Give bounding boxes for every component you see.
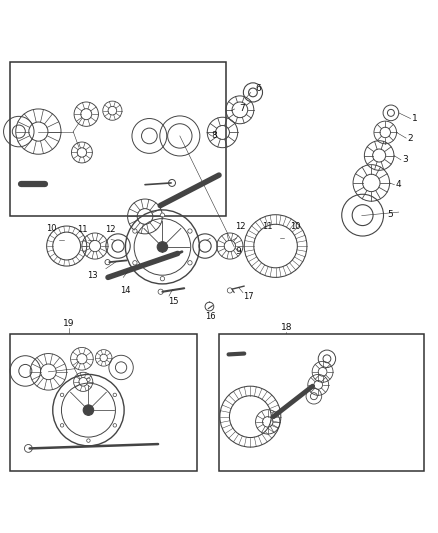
Circle shape: [133, 229, 137, 233]
Text: 10: 10: [46, 224, 57, 233]
Circle shape: [157, 241, 168, 252]
Text: 15: 15: [168, 297, 179, 306]
Circle shape: [87, 378, 90, 382]
Text: 1: 1: [412, 114, 418, 123]
Text: 16: 16: [205, 312, 215, 321]
Text: 9: 9: [236, 247, 241, 256]
Text: 4: 4: [396, 180, 402, 189]
Text: 13: 13: [88, 271, 98, 280]
Bar: [219, 334, 424, 471]
Text: 12: 12: [236, 222, 246, 231]
Circle shape: [113, 393, 117, 397]
Circle shape: [87, 439, 90, 442]
Circle shape: [113, 424, 117, 427]
Text: 2: 2: [408, 134, 413, 143]
Text: 19: 19: [63, 319, 74, 328]
Text: 18: 18: [281, 323, 292, 332]
Circle shape: [160, 213, 165, 217]
Circle shape: [83, 405, 94, 415]
Circle shape: [188, 261, 192, 265]
Text: 10: 10: [290, 222, 300, 231]
Text: 5: 5: [387, 210, 393, 219]
Text: 14: 14: [120, 286, 131, 295]
Text: 8: 8: [212, 132, 218, 140]
Text: 12: 12: [105, 225, 116, 234]
Bar: [10, 334, 197, 471]
Text: 7: 7: [239, 104, 245, 114]
Bar: [10, 62, 226, 216]
Circle shape: [160, 277, 165, 281]
Circle shape: [133, 261, 137, 265]
Circle shape: [188, 229, 192, 233]
Text: 17: 17: [243, 293, 254, 302]
Circle shape: [60, 424, 64, 427]
Text: 11: 11: [77, 225, 87, 234]
Text: 6: 6: [255, 84, 261, 93]
Circle shape: [60, 393, 64, 397]
Text: 11: 11: [261, 222, 272, 231]
Text: 3: 3: [403, 156, 408, 164]
